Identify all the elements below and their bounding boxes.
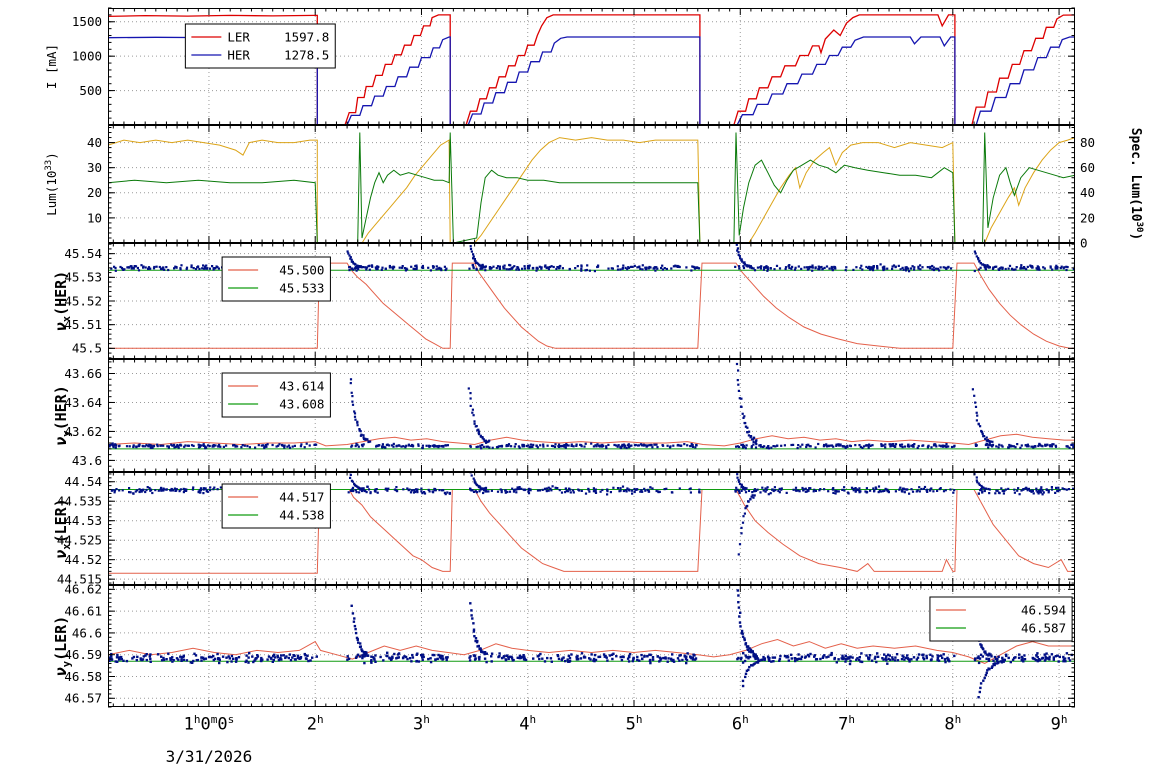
svg-text:46.62: 46.62	[64, 582, 102, 597]
svg-text:46.57: 46.57	[64, 691, 102, 706]
x-tick-label: 5h	[625, 713, 643, 735]
svg-text:Lum(1033): Lum(1033)	[44, 152, 59, 216]
svg-text:45.533: 45.533	[279, 280, 324, 295]
svg-text:LER: LER	[227, 29, 250, 44]
svg-text:1278.5: 1278.5	[284, 47, 329, 62]
svg-text:45.51: 45.51	[64, 317, 102, 332]
svg-text:44.53: 44.53	[64, 513, 102, 528]
svg-text:Spec. Lum(1030): Spec. Lum(1030)	[1128, 128, 1144, 241]
x-tick-label: 4h	[519, 713, 537, 735]
svg-text:30: 30	[87, 160, 102, 175]
svg-text:43.62: 43.62	[64, 424, 102, 439]
svg-text:43.614: 43.614	[279, 378, 324, 393]
x-tick-label: 9h	[1050, 713, 1068, 735]
x-tick-label: 3h	[413, 713, 430, 735]
svg-text:νx(LER): νx(LER)	[52, 498, 73, 559]
svg-text:46.587: 46.587	[1021, 620, 1066, 635]
svg-text:44.525: 44.525	[57, 533, 102, 548]
svg-text:43.6: 43.6	[72, 453, 102, 468]
svg-text:43.66: 43.66	[64, 366, 102, 381]
svg-text:20: 20	[87, 185, 102, 200]
top-margin	[0, 0, 1154, 8]
svg-text:45.52: 45.52	[64, 293, 102, 308]
panel-beam-current: 500 1000 1500 I [mA] LER 1597.8 HER 1278.5	[44, 7, 1075, 126]
svg-text:44.52: 44.52	[64, 552, 102, 567]
svg-text:44.515: 44.515	[57, 572, 102, 587]
panel-luminosity: 10 20 30 40 0 20 40 60 80 Spec. Lum(1030) Lum(1033…	[44, 125, 1144, 250]
svg-text:45.54: 45.54	[64, 246, 102, 261]
svg-text:νy(HER): νy(HER)	[52, 385, 73, 446]
x-tick-label: 2h	[306, 713, 324, 735]
svg-text:46.6: 46.6	[72, 625, 102, 640]
panel-nu-x-ler: 44.515 44.52 44.525 44.53 44.535 44.54 νx(LER)…	[52, 472, 1075, 587]
x-tick-label: 7h	[838, 713, 855, 735]
svg-text:46.58: 46.58	[64, 669, 102, 684]
svg-text:43.64: 43.64	[64, 395, 102, 410]
svg-text:40: 40	[1080, 185, 1095, 200]
x-tick-label: 1h0m0s	[183, 713, 235, 735]
svg-text:45.53: 45.53	[64, 270, 102, 285]
panel-nu-x-her: 45.5 45.51 45.52 45.53 45.54 νx(HER) 45.500 45.…	[52, 243, 1075, 359]
x-tick-label: 8h	[944, 713, 962, 735]
svg-text:HER: HER	[227, 47, 250, 62]
svg-text:40: 40	[87, 135, 102, 150]
svg-text:80: 80	[1080, 135, 1095, 150]
svg-text:I [mA]: I [mA]	[44, 44, 59, 89]
panel-nu-y-her: 43.6 43.62 43.64 43.66 νy(HER) 43.614 43.608	[52, 359, 1075, 473]
svg-text:60: 60	[1080, 160, 1095, 175]
svg-text:νx(HER): νx(HER)	[52, 271, 73, 332]
svg-text:44.54: 44.54	[64, 474, 102, 489]
x-tick-label: 6h	[731, 713, 749, 735]
svg-text:1500: 1500	[72, 14, 102, 29]
svg-text:46.59: 46.59	[64, 647, 102, 662]
svg-text:46.61: 46.61	[64, 604, 102, 619]
svg-text:20: 20	[1080, 210, 1095, 225]
svg-text:500: 500	[79, 83, 102, 98]
svg-text:43.608: 43.608	[279, 396, 324, 411]
svg-text:10: 10	[87, 210, 102, 225]
date-label: 3/31/2026	[165, 747, 253, 766]
svg-text:44.538: 44.538	[279, 507, 324, 522]
svg-text:45.500: 45.500	[279, 262, 324, 277]
svg-text:0: 0	[1080, 235, 1088, 250]
panel-nu-y-ler: 46.57 46.58 46.59 46.6 46.61 46.62 νy(LER) 46.5…	[52, 582, 1075, 708]
svg-text:45.5: 45.5	[72, 341, 102, 356]
svg-text:44.517: 44.517	[279, 489, 324, 504]
svg-text:44.535: 44.535	[57, 494, 102, 509]
svg-text:1000: 1000	[72, 49, 102, 64]
svg-text:νy(LER): νy(LER)	[52, 616, 73, 677]
x-axis: 1h0m0s 2h 3h 4h 5h 6h 7h 8h 9h 3/31/2026	[0, 707, 1154, 782]
svg-text:1597.8: 1597.8	[284, 29, 329, 44]
svg-text:46.594: 46.594	[1021, 602, 1066, 617]
